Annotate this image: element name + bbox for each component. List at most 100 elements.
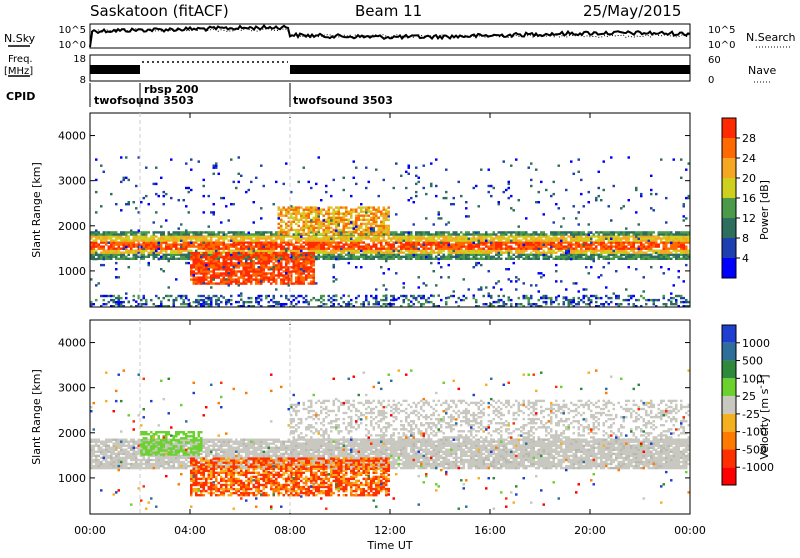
power-cell	[253, 260, 256, 262]
power-cell	[415, 239, 418, 241]
power-cell	[658, 254, 661, 256]
power-cell	[683, 219, 686, 221]
power-cell	[430, 185, 433, 187]
power-cell	[388, 254, 391, 256]
power-cell	[518, 231, 521, 233]
power-cell	[500, 288, 503, 290]
power-cell	[488, 295, 491, 297]
power-cell	[195, 258, 198, 260]
power-cell	[513, 231, 516, 233]
power-cell	[680, 231, 683, 233]
power-cell	[465, 207, 468, 209]
power-cell	[275, 231, 278, 233]
power-cell	[195, 233, 198, 235]
power-cell	[520, 303, 523, 305]
power-cell	[265, 235, 268, 237]
power-cell	[668, 239, 671, 241]
power-cell	[190, 242, 193, 244]
power-cell	[598, 171, 601, 173]
power-cell	[393, 297, 396, 299]
power-cell	[200, 303, 203, 305]
power-cell	[683, 254, 686, 256]
power-cell	[228, 219, 231, 221]
power-cell	[670, 254, 673, 256]
power-cell	[380, 239, 383, 241]
power-cell	[348, 239, 351, 241]
power-cell	[335, 248, 338, 250]
power-cell	[225, 278, 228, 280]
power-cell	[683, 280, 686, 282]
power-cell	[215, 276, 218, 278]
power-cell	[473, 233, 476, 235]
power-cell	[315, 239, 318, 241]
power-cell	[540, 181, 543, 183]
power-cell	[458, 297, 461, 299]
power-cell	[475, 299, 478, 301]
power-cell	[603, 231, 606, 233]
power-cell	[620, 254, 623, 256]
power-cell	[650, 233, 653, 235]
power-cell	[275, 288, 278, 290]
power-cell	[388, 229, 391, 231]
power-cell	[425, 284, 428, 286]
power-cell	[168, 239, 171, 241]
power-cell	[258, 233, 261, 235]
power-cell	[323, 229, 326, 231]
power-cell	[348, 227, 351, 229]
power-cell	[675, 239, 678, 241]
power-cell	[513, 254, 516, 256]
power-cell	[245, 264, 248, 266]
power-cell	[358, 239, 361, 241]
power-cell	[495, 241, 498, 243]
power-cell	[673, 233, 676, 235]
power-cell	[358, 206, 361, 208]
power-cell	[298, 248, 301, 250]
power-cell	[678, 254, 681, 256]
power-cell	[388, 206, 391, 208]
power-cell	[523, 282, 526, 284]
power-cell	[653, 209, 656, 211]
power-cell	[605, 248, 608, 250]
power-cell	[633, 231, 636, 233]
power-cell	[478, 248, 481, 250]
power-cell	[490, 295, 493, 297]
power-cell	[583, 239, 586, 241]
power-cell	[255, 239, 258, 241]
power-cell	[155, 183, 158, 185]
freq-panel: Freq. [MHz] 18 8 60 0 Nave	[4, 54, 776, 86]
power-cell	[665, 221, 668, 223]
power-cell	[395, 248, 398, 250]
power-cell	[540, 252, 543, 254]
power-cell	[95, 252, 98, 254]
power-cell	[430, 183, 433, 185]
power-cell	[558, 256, 561, 258]
power-cell	[515, 233, 518, 235]
power-cell	[505, 268, 508, 270]
power-cell	[365, 295, 368, 297]
power-cell	[628, 248, 631, 250]
power-cell	[443, 231, 446, 233]
power-cell	[280, 264, 283, 266]
power-cell	[208, 231, 211, 233]
power-cell	[325, 191, 328, 193]
power-cell	[683, 203, 686, 205]
power-cell	[245, 233, 248, 235]
power-cell	[338, 209, 341, 211]
power-cell	[125, 156, 128, 158]
power-cell	[553, 193, 556, 195]
power-cell	[205, 303, 208, 305]
power-cell	[438, 241, 441, 243]
power-cell	[588, 239, 591, 241]
power-cell	[423, 241, 426, 243]
power-cell	[153, 303, 156, 305]
power-cell	[530, 297, 533, 299]
power-cell	[575, 233, 578, 235]
power-cell	[450, 239, 453, 241]
power-cell	[463, 250, 466, 252]
power-cell	[213, 270, 216, 272]
power-cell	[170, 295, 173, 297]
power-cell	[275, 239, 278, 241]
power-cell	[425, 217, 428, 219]
power-cell	[335, 217, 338, 219]
power-cell	[113, 233, 116, 235]
